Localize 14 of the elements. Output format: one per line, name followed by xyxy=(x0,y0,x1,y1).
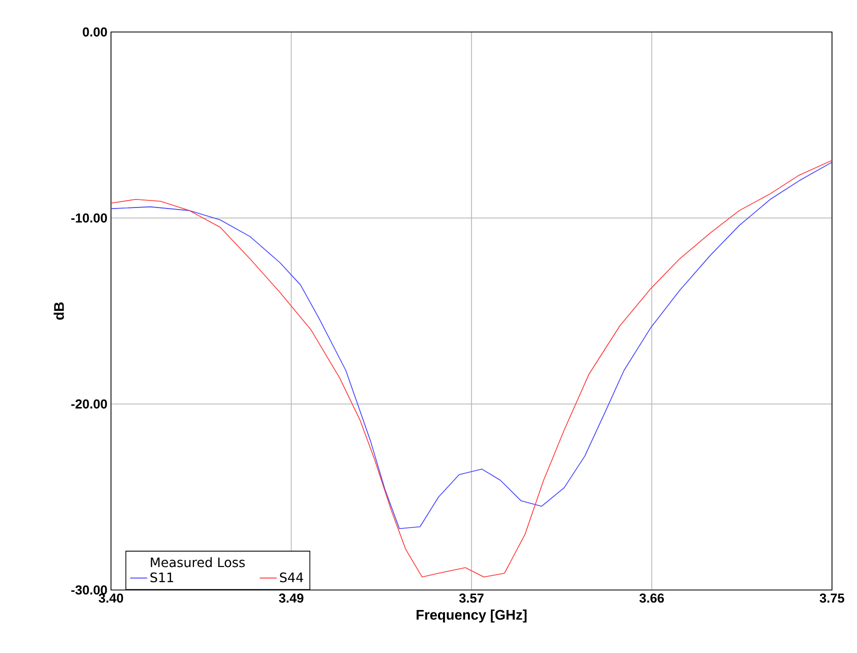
y-tick-label: -20.00 xyxy=(71,399,107,409)
y-tick-label: -30.00 xyxy=(71,585,107,595)
x-axis-title: Frequency [GHz] xyxy=(416,610,527,623)
x-tick-label: 3.57 xyxy=(459,594,484,603)
x-tick-label: 3.75 xyxy=(820,594,844,603)
legend-label: S11 xyxy=(150,572,174,582)
x-tick-label: 3.40 xyxy=(98,594,124,603)
legend-title: Measured Loss xyxy=(150,557,245,568)
legend-label: S44 xyxy=(280,572,304,582)
x-tick-label: 3.49 xyxy=(278,594,304,603)
y-tick-label: -10.00 xyxy=(71,213,107,223)
y-tick-label: 0.00 xyxy=(82,27,107,37)
x-tick-label: 3.66 xyxy=(639,594,664,603)
y-axis-title: dB xyxy=(54,302,64,320)
